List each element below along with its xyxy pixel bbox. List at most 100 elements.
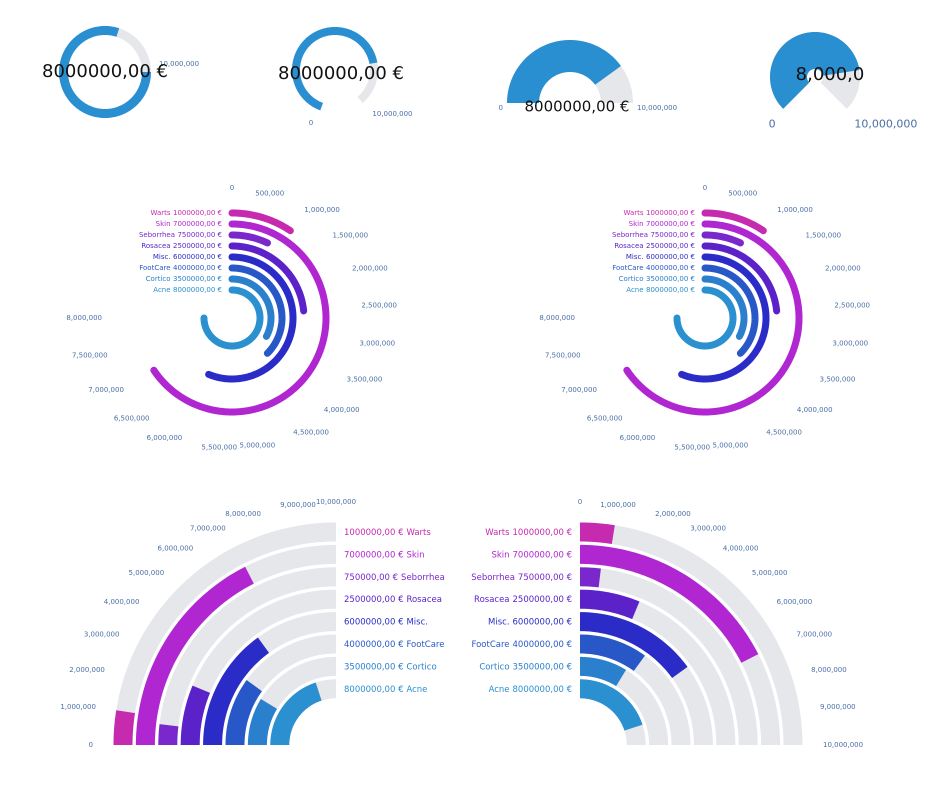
category-name: Rosacea [614,242,643,250]
gauge-tick-label: 0 [499,104,503,112]
value-label: 6000000,00 € [173,253,222,261]
radial-bar [228,231,271,247]
radial-bar [270,682,322,745]
value-label: 8000000,00 € [173,286,222,294]
radial-bar [580,656,627,687]
category-label: Cortico 3500000,00 € [479,662,572,672]
tick-label: 5,000,000 [752,569,788,577]
gauge-tick-label: 10,000,000 [637,104,677,112]
category-label: Cortico 3500000,00 € [146,275,222,283]
category-name: Misc. [488,617,510,627]
value-label: 3500000,00 € [513,662,572,672]
tick-label: 3,500,000 [347,375,383,383]
tick-label: 2,000,000 [825,264,861,272]
category-name: Seborrhea [401,572,445,582]
value-label: 750000,00 € [177,231,222,239]
category-label: FootCare 4000000,00 € [612,264,695,272]
radial-bar [150,220,330,416]
value-label: 8000000,00 € [344,684,403,694]
tick-label: 4,000,000 [797,406,833,414]
radial-bar [701,209,767,235]
tick-label: 8,000,000 [225,510,261,518]
tick-label: 6,000,000 [777,598,813,606]
value-label: 8000000,00 € [646,286,695,294]
category-name: FootCare [139,264,170,272]
radial-bar [580,634,645,671]
value-label: 750000,00 € [518,572,572,582]
category-name: Acne [626,286,643,294]
tick-label: 7,000,000 [797,631,833,639]
category-name: Skin [629,220,644,228]
tick-label: 9,000,000 [820,703,856,711]
tick-label: 3,000,000 [833,339,869,347]
category-label: Rosacea 2500000,00 € [614,242,695,250]
bar-track [113,522,336,745]
value-label: 3500000,00 € [344,662,403,672]
value-label: 3500000,00 € [173,275,222,283]
tick-label: 7,500,000 [72,352,108,360]
radial-bar [580,567,601,588]
tick-label: 2,000,000 [352,264,388,272]
value-label: 1000000,00 € [513,528,572,538]
tick-label: 2,000,000 [69,666,105,674]
gauge-tick-label: 10,000,000 [159,60,199,68]
category-label: 1000000,00 € Warts [344,528,431,538]
category-name: Misc. [626,253,644,261]
value-label: 4000000,00 € [646,264,695,272]
tick-label: 6,000,000 [147,434,183,442]
gauge-value-label: 8,000,0 [796,64,865,85]
category-label: Skin 7000000,00 € [491,550,572,560]
category-label: Seborrhea 750000,00 € [612,231,695,239]
tick-label: 4,000,000 [324,406,360,414]
category-label: 7000000,00 € Skin [344,550,425,560]
category-name: Skin [491,550,509,560]
tick-label: 7,000,000 [561,386,597,394]
radial-bar [673,286,737,350]
radial-bar [228,264,286,357]
value-label: 750000,00 € [344,572,398,582]
radial-bar-chart: 0 500,000 1,000,000 1,500,000 2,000,000 2,500… [66,184,397,451]
category-name: Warts [151,209,171,217]
tick-label: 0 [703,184,707,192]
category-name: Warts [406,528,431,538]
tick-label: 9,000,000 [280,501,316,509]
tick-label: 2,000,000 [655,510,691,518]
tick-label: 7,000,000 [190,524,226,532]
value-label: 6000000,00 € [646,253,695,261]
value-label: 4000000,00 € [513,640,572,650]
tick-label: 1,000,000 [777,206,813,214]
radial-bar [580,544,759,663]
category-label: 2500000,00 € Rosacea [344,595,442,605]
tick-label: 7,500,000 [545,352,581,360]
radial-bar [580,679,643,731]
tick-label: 4,000,000 [104,598,140,606]
gauge-tick-label: 0 [769,117,776,130]
tick-label: 6,000,000 [158,544,194,552]
tick-label: 8,000,000 [539,314,575,322]
value-label: 4000000,00 € [344,640,403,650]
category-label: 750000,00 € Seborrhea [344,572,445,582]
radial-bar [158,724,179,745]
tick-label: 6,500,000 [114,414,150,422]
category-label: Warts 1000000,00 € [151,209,222,217]
tick-label: 500,000 [728,190,757,198]
category-name: Seborrhea [471,572,515,582]
category-name: Rosacea [406,595,441,605]
radial-bar [113,710,136,745]
tick-label: 1,000,000 [304,206,340,214]
value-label: 3500000,00 € [646,275,695,283]
radial-bar [203,637,270,745]
value-label: 2500000,00 € [513,595,572,605]
value-label: 7000000,00 € [646,220,695,228]
tick-label: 4,500,000 [766,429,802,437]
radial-bar [580,612,688,679]
radial-bar [225,680,262,745]
category-name: Rosacea [141,242,170,250]
radial-bar [247,698,278,745]
category-name: Acne [406,684,427,694]
radial-bar [200,286,264,350]
value-label: 2500000,00 € [344,595,403,605]
category-label: Seborrhea 750000,00 € [471,572,572,582]
category-name: Cortico [146,275,171,283]
